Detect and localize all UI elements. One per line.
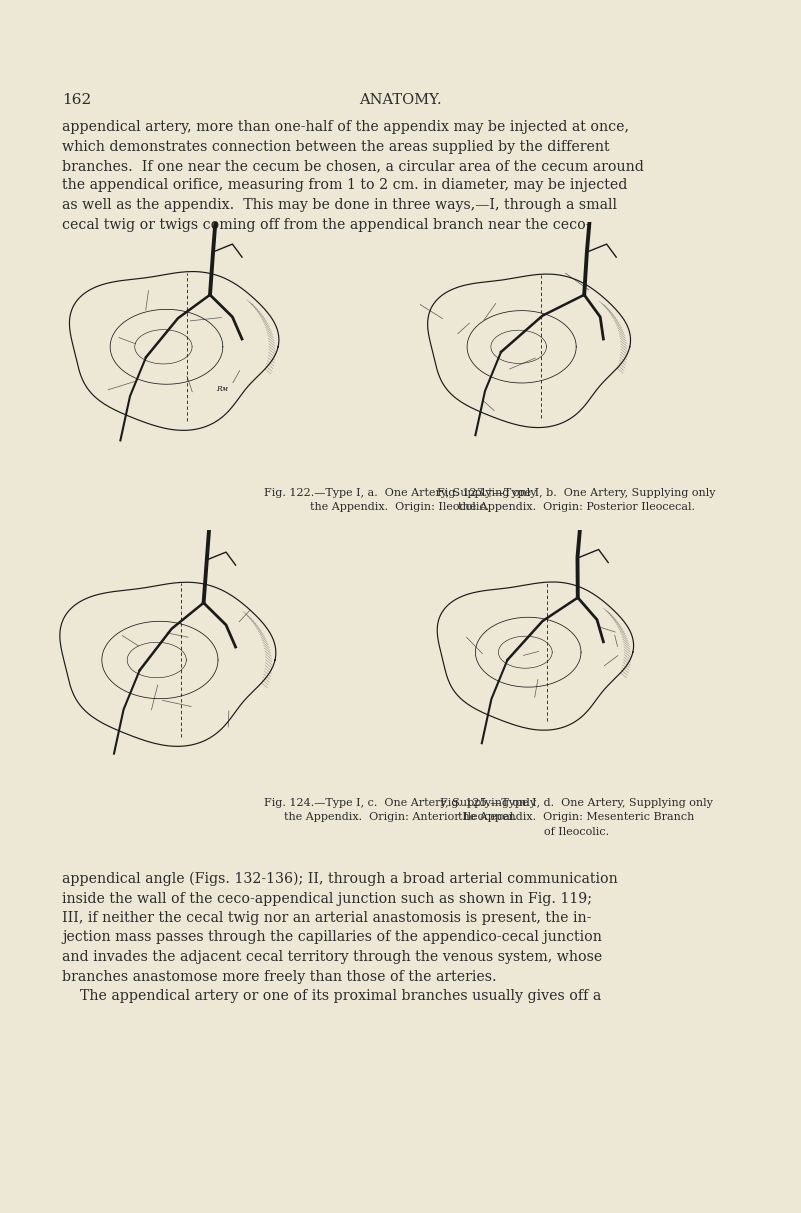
Text: Rм: Rм	[216, 385, 228, 393]
Text: Fig. 125.—Type I, d.  One Artery, Supplying only: Fig. 125.—Type I, d. One Artery, Supplyi…	[440, 798, 713, 808]
Text: Fig. 122.—Type I, a.  One Artery, Supplying only: Fig. 122.—Type I, a. One Artery, Supplyi…	[264, 488, 536, 499]
Text: Fig. 124.—Type I, c.  One Artery, Supplying only: Fig. 124.—Type I, c. One Artery, Supplyi…	[264, 798, 536, 808]
Text: inside the wall of the ceco-appendical junction such as shown in Fig. 119;: inside the wall of the ceco-appendical j…	[62, 892, 592, 905]
Text: branches anastomose more freely than those of the arteries.: branches anastomose more freely than tho…	[62, 969, 497, 984]
Text: ANATOMY.: ANATOMY.	[359, 93, 442, 107]
Text: the appendical orifice, measuring from 1 to 2 cm. in diameter, may be injected: the appendical orifice, measuring from 1…	[62, 178, 627, 193]
Text: the Appendix.  Origin: Mesenteric Branch: the Appendix. Origin: Mesenteric Branch	[458, 813, 694, 822]
Text: appendical angle (Figs. 132-136); II, through a broad arterial communication: appendical angle (Figs. 132-136); II, th…	[62, 872, 618, 887]
Text: the Appendix.  Origin: Posterior Ileocecal.: the Appendix. Origin: Posterior Ileoceca…	[458, 502, 695, 513]
Text: and invades the adjacent cecal territory through the venous system, whose: and invades the adjacent cecal territory…	[62, 950, 602, 964]
Text: branches.  If one near the cecum be chosen, a circular area of the cecum around: branches. If one near the cecum be chose…	[62, 159, 644, 173]
Text: The appendical artery or one of its proximal branches usually gives off a: The appendical artery or one of its prox…	[62, 989, 602, 1003]
Text: III, if neither the cecal twig nor an arterial anastomosis is present, the in-: III, if neither the cecal twig nor an ar…	[62, 911, 591, 926]
Text: appendical artery, more than one-half of the appendix may be injected at once,: appendical artery, more than one-half of…	[62, 120, 629, 133]
Text: cecal twig or twigs coming off from the appendical branch near the ceco-: cecal twig or twigs coming off from the …	[62, 217, 590, 232]
Text: of Ileocolic.: of Ileocolic.	[544, 827, 609, 837]
Text: Fig. 123.†—Type I, b.  One Artery, Supplying only: Fig. 123.†—Type I, b. One Artery, Supply…	[437, 488, 716, 499]
Text: the Appendix.  Origin: Anterior Ileocecal.: the Appendix. Origin: Anterior Ileocecal…	[284, 813, 517, 822]
Text: 162: 162	[62, 93, 91, 107]
Text: as well as the appendix.  This may be done in three ways,—I, through a small: as well as the appendix. This may be don…	[62, 198, 617, 212]
Text: the Appendix.  Origin: Ileocolic.: the Appendix. Origin: Ileocolic.	[310, 502, 489, 513]
Text: jection mass passes through the capillaries of the appendico-cecal junction: jection mass passes through the capillar…	[62, 930, 602, 945]
Text: which demonstrates connection between the areas supplied by the different: which demonstrates connection between th…	[62, 139, 610, 154]
